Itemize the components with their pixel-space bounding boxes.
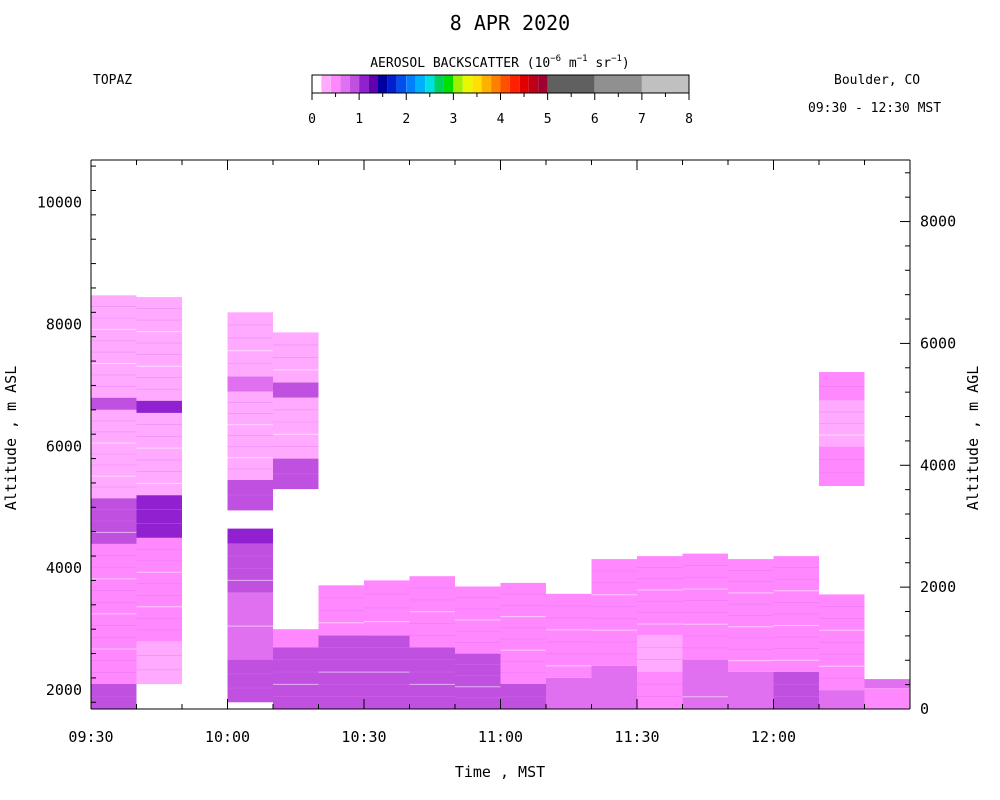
heatmap-cell: [136, 297, 182, 401]
colorbar-cell: [368, 75, 378, 93]
heatmap-cell: [136, 412, 182, 496]
colorbar-cell: [378, 75, 388, 93]
location-label: Boulder, CO: [834, 73, 920, 88]
heatmap-cell: [728, 671, 774, 709]
heatmap-cell: [682, 553, 728, 660]
heatmap-cell: [591, 559, 637, 666]
colorbar-tick-label: 0: [308, 112, 316, 127]
x-tick-label: 11:30: [614, 728, 659, 746]
heatmap-cell: [136, 495, 182, 538]
heatmap-cell: [227, 659, 273, 703]
y-tick-label-left: 4000: [46, 559, 82, 577]
colorbar-cell: [406, 75, 416, 93]
colorbar-cell: [425, 75, 435, 93]
colorbar-cell: [359, 75, 369, 93]
colorbar-cell: [415, 75, 426, 93]
colorbar-cell: [528, 75, 539, 93]
colorbar-cell: [396, 75, 407, 93]
colorbar-tick-label: 6: [591, 112, 599, 127]
colorbar-tick-label: 4: [497, 112, 505, 127]
y-tick-label-right: 4000: [920, 456, 956, 474]
x-tick-label: 10:30: [341, 728, 386, 746]
colorbar-tick-label: 8: [685, 112, 693, 127]
heatmap-cell: [227, 528, 273, 544]
x-axis-title: Time , MST: [455, 763, 545, 781]
heatmap-cell: [864, 688, 910, 709]
colorbar-cell: [443, 75, 454, 93]
x-tick-label: 12:00: [751, 728, 796, 746]
colorbar-cell: [340, 75, 350, 93]
heatmap-cell: [637, 556, 683, 636]
y-axis-title-right: Altitude , m AGL: [964, 366, 982, 511]
colorbar-cell: [312, 75, 322, 93]
colorbar-cell: [349, 75, 360, 93]
heatmap-cell: [819, 446, 865, 486]
colorbar-cell: [321, 75, 331, 93]
heatmap-cell: [273, 647, 319, 709]
colorbar-cell: [453, 75, 463, 93]
heatmap-cell: [91, 295, 137, 398]
y-tick-label-left: 2000: [46, 681, 82, 699]
heatmap-cell: [136, 400, 182, 413]
heatmap-cell: [136, 641, 182, 685]
colorbar-cell: [519, 75, 529, 93]
y-tick-label-right: 8000: [920, 213, 956, 231]
colorbar-cell: [330, 75, 341, 93]
heatmap-cell: [409, 647, 455, 709]
heatmap-cell: [637, 671, 683, 709]
colorbar-cell: [434, 75, 444, 93]
heatmap-cell: [227, 312, 273, 377]
chart-title: 8 APR 2020: [450, 11, 570, 35]
y-tick-label-left: 10000: [37, 194, 82, 212]
heatmap-cell: [455, 653, 501, 709]
x-tick-label: 10:00: [205, 728, 250, 746]
time-range-label: 09:30 - 12:30 MST: [808, 101, 941, 116]
axes: 09:30 10:00 10:30 11:00 11:30 12:00 2000 4000 60…: [37, 159, 956, 746]
colorbar-cell: [547, 75, 595, 93]
colorbar-tick-label: 3: [449, 112, 457, 127]
heatmap-cell: [546, 593, 592, 678]
colorbar-cell: [509, 75, 520, 93]
colorbar-title: AEROSOL BACKSCATTER (10−6 m−1 sr−1): [370, 54, 630, 71]
instrument-label: TOPAZ: [93, 73, 132, 88]
colorbar-cell: [481, 75, 491, 93]
x-tick-label: 09:30: [68, 728, 113, 746]
heatmap-cell: [273, 382, 319, 398]
colorbar-cell: [641, 75, 689, 93]
y-tick-label-left: 8000: [46, 316, 82, 334]
colorbar-cell: [472, 75, 482, 93]
y-tick-label-right: 6000: [920, 334, 956, 352]
heatmap-cell: [227, 376, 273, 392]
heatmap-cells: [91, 295, 910, 709]
y-tick-label-right: 2000: [920, 578, 956, 596]
colorbar-tick-label: 2: [402, 112, 410, 127]
colorbar-cell: [491, 75, 501, 93]
colorbar-cell: [500, 75, 510, 93]
colorbar-cell: [387, 75, 397, 93]
heatmap-cell: [136, 537, 182, 642]
colorbar: AEROSOL BACKSCATTER (10−6 m−1 sr−1) 0 1 2 3…: [308, 54, 693, 127]
heatmap-cell: [500, 582, 546, 684]
colorbar-cell: [538, 75, 548, 93]
y-tick-label-right: 0: [920, 700, 929, 718]
heatmap-cell: [91, 397, 137, 410]
colorbar-tick-label: 1: [355, 112, 363, 127]
colorbar-cell: [594, 75, 642, 93]
heatmap-cell: [273, 397, 319, 459]
colorbar-cell: [462, 75, 473, 93]
heatmap-cell: [637, 635, 683, 672]
colorbar-tick-label: 7: [638, 112, 646, 127]
heatmap-cell: [864, 679, 910, 689]
y-axis-title-left: Altitude , m ASL: [2, 366, 20, 511]
heatmap-cell: [591, 665, 637, 709]
heatmap-cell: [819, 690, 865, 709]
x-tick-label: 11:00: [478, 728, 523, 746]
heatmap-cell: [273, 629, 319, 648]
colorbar-tick-label: 5: [544, 112, 552, 127]
y-tick-label-left: 6000: [46, 437, 82, 455]
heatmap-cell: [773, 671, 819, 709]
